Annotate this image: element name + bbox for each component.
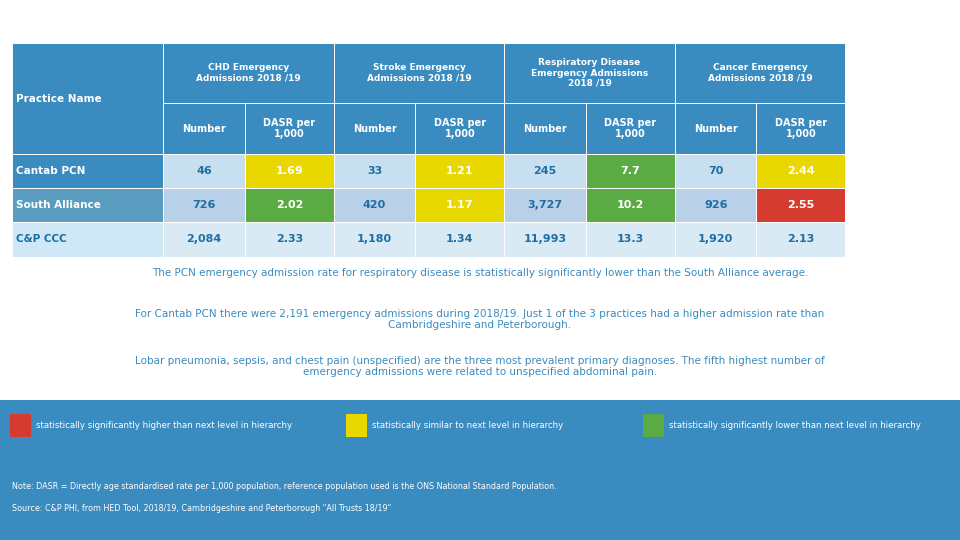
Bar [675,222,756,256]
Bar [12,154,163,188]
Bar [416,103,504,154]
Bar [12,222,163,256]
Bar [334,222,416,256]
Text: statistically similar to next level in hierarchy: statistically similar to next level in h… [372,421,563,430]
Text: Source: C&P PHI, from HED Tool, 2018/19, Cambridgeshire and Peterborough "All Tr: Source: C&P PHI, from HED Tool, 2018/19,… [12,504,391,514]
Text: 46: 46 [196,166,212,176]
Bar [416,222,504,256]
Text: DASR per
1,000: DASR per 1,000 [775,118,827,139]
Text: 245: 245 [534,166,557,176]
Bar [586,222,675,256]
Text: 70: 70 [708,166,723,176]
Text: 2,084: 2,084 [186,234,222,245]
Bar [245,222,334,256]
Bar [675,188,756,222]
Bar [586,154,675,188]
Text: DASR per
1,000: DASR per 1,000 [434,118,486,139]
Text: 1.69: 1.69 [276,166,303,176]
Text: 2.33: 2.33 [276,234,303,245]
Text: 3,727: 3,727 [528,200,563,210]
Bar [756,154,846,188]
Bar [675,154,756,188]
Bar [643,414,664,436]
Text: Cantab PCN: Cantab PCN [16,166,85,176]
Bar [163,222,245,256]
Text: 2.44: 2.44 [787,166,815,176]
Bar [675,103,756,154]
Text: 1.17: 1.17 [446,200,473,210]
Text: Note: DASR = Directly age standardised rate per 1,000 population, reference popu: Note: DASR = Directly age standardised r… [12,482,556,491]
Text: statistically significantly higher than next level in hierarchy: statistically significantly higher than … [36,421,292,430]
Text: DASR per
1,000: DASR per 1,000 [604,118,657,139]
Bar [756,222,846,256]
Bar [245,103,334,154]
Bar [756,188,846,222]
Text: 1,920: 1,920 [698,234,733,245]
Bar [10,414,31,436]
Bar [163,43,334,103]
Text: 13.3: 13.3 [616,234,644,245]
Bar [334,43,504,103]
Text: 10.2: 10.2 [616,200,644,210]
Bar [586,188,675,222]
Bar [163,103,245,154]
Bar [346,414,367,436]
Bar [504,222,586,256]
Text: For Cantab PCN there were 2,191 emergency admissions during 2018/19. Just 1 of t: For Cantab PCN there were 2,191 emergenc… [135,309,825,330]
Text: 2.02: 2.02 [276,200,303,210]
Text: Number: Number [523,124,567,133]
Bar [504,103,586,154]
Bar [416,154,504,188]
Text: 33: 33 [367,166,382,176]
Text: Cancer Emergency
Admissions 2018 /19: Cancer Emergency Admissions 2018 /19 [708,63,812,83]
Bar [163,154,245,188]
Text: Disease Specific Emergency Hospital Admission Rates: Disease Specific Emergency Hospital Admi… [12,12,500,27]
Bar [245,188,334,222]
Text: South Alliance: South Alliance [16,200,101,210]
Text: 11,993: 11,993 [523,234,566,245]
Bar [12,188,163,222]
Text: 1.34: 1.34 [446,234,473,245]
Text: Stroke Emergency
Admissions 2018 /19: Stroke Emergency Admissions 2018 /19 [367,63,471,83]
Bar [12,43,163,154]
Text: 1.21: 1.21 [446,166,473,176]
Text: 420: 420 [363,200,386,210]
Bar [163,188,245,222]
Text: Number: Number [352,124,396,133]
Bar [756,103,846,154]
Text: CHD Emergency
Admissions 2018 /19: CHD Emergency Admissions 2018 /19 [196,63,300,83]
Text: C&P CCC: C&P CCC [16,234,67,245]
Text: DASR per
1,000: DASR per 1,000 [263,118,316,139]
Bar [586,103,675,154]
Text: The PCN emergency admission rate for respiratory disease is statistically signif: The PCN emergency admission rate for res… [152,267,808,278]
Bar [334,103,416,154]
Bar [416,188,504,222]
Bar [245,154,334,188]
Bar [504,43,675,103]
Bar [334,188,416,222]
Text: Number: Number [694,124,737,133]
Text: statistically significantly lower than next level in hierarchy: statistically significantly lower than n… [669,421,921,430]
Bar [504,188,586,222]
Text: Respiratory Disease
Emergency Admissions
2018 /19: Respiratory Disease Emergency Admissions… [531,58,648,88]
Text: 2.13: 2.13 [787,234,815,245]
Bar [334,154,416,188]
Text: Lobar pneumonia, sepsis, and chest pain (unspecified) are the three most prevale: Lobar pneumonia, sepsis, and chest pain … [135,356,825,377]
Text: 926: 926 [704,200,728,210]
Bar [504,154,586,188]
Text: Practice Name: Practice Name [16,93,102,104]
Text: 7.7: 7.7 [620,166,640,176]
Bar [675,43,846,103]
Text: 2.55: 2.55 [787,200,814,210]
Text: Number: Number [182,124,226,133]
Text: 1,180: 1,180 [357,234,392,245]
Text: 726: 726 [192,200,216,210]
